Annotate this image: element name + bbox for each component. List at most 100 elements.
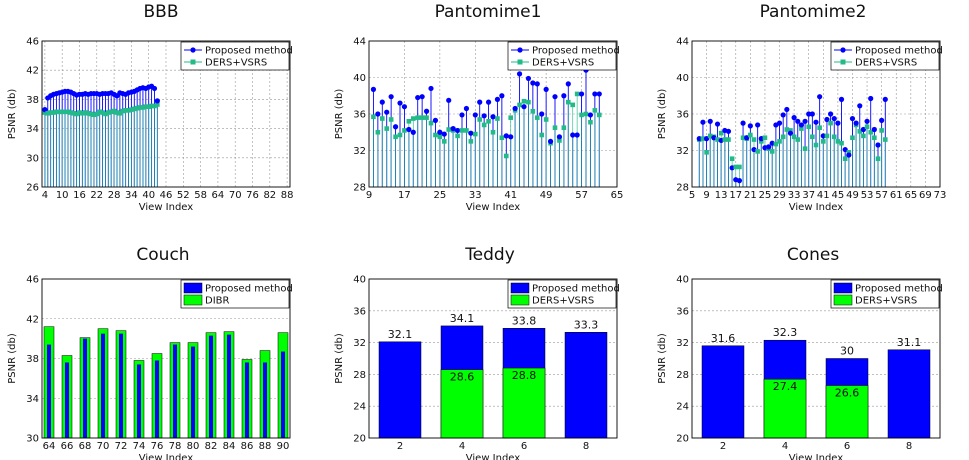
point-proposed — [707, 118, 713, 124]
point-proposed — [758, 136, 764, 142]
point-ders-vsrs — [131, 106, 137, 112]
x-tick-label: 65 — [611, 190, 624, 201]
point-ders-vsrs — [146, 104, 151, 109]
y-tick-label: 40 — [676, 275, 689, 286]
point-ders-vsrs — [140, 105, 146, 110]
point-ders-vsrs — [406, 119, 412, 124]
point-ders-vsrs — [588, 119, 593, 125]
y-tick-label: 38 — [26, 354, 39, 365]
x-tick-label: 61 — [890, 190, 903, 201]
point-ders-vsrs — [543, 117, 549, 122]
point-proposed — [508, 134, 514, 140]
point-ders-vsrs — [835, 139, 841, 144]
point-proposed — [384, 109, 390, 115]
point-proposed — [392, 124, 399, 130]
data-label-proposed: 31.1 — [897, 336, 922, 349]
point-ders-vsrs — [795, 137, 801, 142]
point-ders-vsrs — [123, 108, 128, 113]
point-proposed — [864, 118, 870, 124]
point-proposed — [813, 119, 819, 125]
point-ders-vsrs — [446, 127, 452, 132]
point-proposed — [437, 129, 443, 135]
point-ders-vsrs — [94, 111, 100, 117]
point-ders-vsrs — [592, 108, 598, 113]
point-proposed — [784, 106, 790, 113]
point-ders-vsrs — [799, 126, 804, 131]
y-tick-label: 32 — [353, 146, 366, 157]
point-ders-vsrs — [106, 110, 111, 115]
x-tick-label: 52 — [177, 190, 190, 201]
x-tick-label: 25 — [759, 190, 772, 201]
point-proposed — [450, 126, 456, 132]
point-proposed — [802, 118, 808, 124]
point-ders-vsrs — [521, 98, 527, 104]
x-tick-label: 70 — [229, 190, 242, 201]
point-ders-vsrs — [791, 134, 797, 140]
point-ders-vsrs — [718, 130, 724, 136]
y-tick-label: 30 — [26, 153, 39, 164]
point-ders-vsrs — [379, 116, 385, 121]
point-ders-vsrs — [539, 132, 545, 138]
y-tick-label: 28 — [353, 370, 366, 381]
point-ders-vsrs — [704, 150, 709, 155]
point-proposed — [820, 133, 826, 139]
x-tick-label: 64 — [43, 441, 56, 452]
legend-box — [507, 41, 617, 71]
point-ders-vsrs — [54, 109, 59, 115]
y-tick-label: 24 — [353, 402, 366, 413]
point-proposed — [751, 146, 757, 153]
point-ders-vsrs — [882, 137, 888, 142]
point-proposed — [725, 128, 732, 134]
point-ders-vsrs — [596, 112, 602, 118]
y-tick-label: 44 — [676, 37, 689, 48]
y-tick-label: 38 — [26, 95, 39, 106]
point-ders-vsrs — [57, 109, 62, 115]
point-ders-vsrs — [788, 128, 793, 133]
point-proposed — [849, 115, 856, 122]
point-ders-vsrs — [751, 137, 757, 142]
bar-proposed — [227, 334, 231, 438]
point-proposed — [578, 91, 585, 97]
point-ders-vsrs — [91, 112, 97, 118]
point-ders-vsrs — [872, 135, 877, 141]
x-tick-label: 68 — [79, 441, 92, 452]
point-proposed — [835, 120, 841, 126]
x-tick-label: 33 — [469, 190, 482, 201]
x-tick-label: 4 — [782, 441, 788, 452]
chart-bbb: 26 30 34 38 42 46 BBB View Index PSNR (db) 4 10 16 2… — [7, 2, 293, 213]
y-tick-label: 32 — [676, 338, 689, 349]
point-ders-vsrs — [806, 124, 812, 130]
point-ders-vsrs — [62, 109, 68, 115]
point-proposed — [406, 126, 412, 133]
point-proposed — [795, 118, 801, 124]
point-ders-vsrs — [864, 124, 870, 130]
x-tick-label: 70 — [97, 441, 110, 452]
point-ders-vsrs — [526, 99, 531, 105]
y-tick-label: 40 — [353, 275, 366, 286]
y-tick-label: 26 — [26, 183, 39, 194]
point-ders-vsrs — [868, 129, 874, 135]
x-tick-label: 65 — [904, 190, 917, 201]
point-proposed — [539, 111, 545, 117]
x-tick-label: 86 — [241, 441, 254, 452]
point-ders-vsrs — [579, 112, 584, 118]
legend-box — [830, 41, 940, 71]
point-proposed — [570, 132, 576, 138]
data-label-proposed: 34.1 — [450, 312, 475, 325]
y-tick-label: 30 — [26, 434, 39, 445]
chart-pantomime1: 28 32 36 40 44 Pantomime1 View Index PSNR (db) 9… — [334, 2, 623, 213]
point-ders-vsrs — [557, 138, 562, 143]
point-ders-vsrs — [817, 125, 822, 130]
legend-swatch — [183, 294, 203, 306]
point-ders-vsrs — [780, 134, 786, 140]
point-ders-vsrs — [755, 149, 760, 154]
point-proposed — [831, 115, 837, 122]
point-proposed — [806, 111, 812, 117]
bar-ders-vsrs — [440, 369, 484, 439]
point-ders-vsrs — [45, 110, 51, 116]
point-ders-vsrs — [137, 105, 143, 110]
legend-label: DERS+VSRS — [532, 58, 594, 69]
point-ders-vsrs — [51, 110, 56, 115]
